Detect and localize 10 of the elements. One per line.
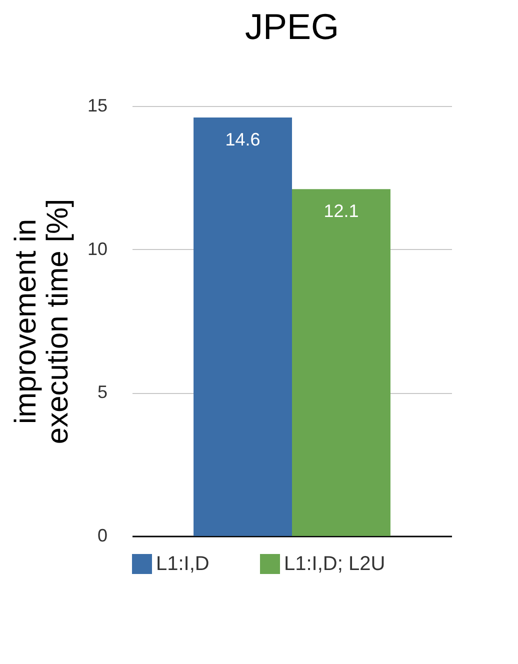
data-label: 14.6 <box>225 129 260 150</box>
y-tick-label: 5 <box>97 382 108 402</box>
chart-title: JPEG <box>244 6 340 47</box>
y-axis-title: improvement in execution time [%] <box>9 198 74 444</box>
data-label: 12.1 <box>324 201 359 222</box>
y-tick-label: 15 <box>87 96 108 116</box>
legend-label: L1:I,D <box>156 553 210 575</box>
y-tick-label: 10 <box>87 238 108 259</box>
y-tick-label: 0 <box>97 526 108 546</box>
legend-label: L1:I,D; L2U <box>284 553 386 575</box>
